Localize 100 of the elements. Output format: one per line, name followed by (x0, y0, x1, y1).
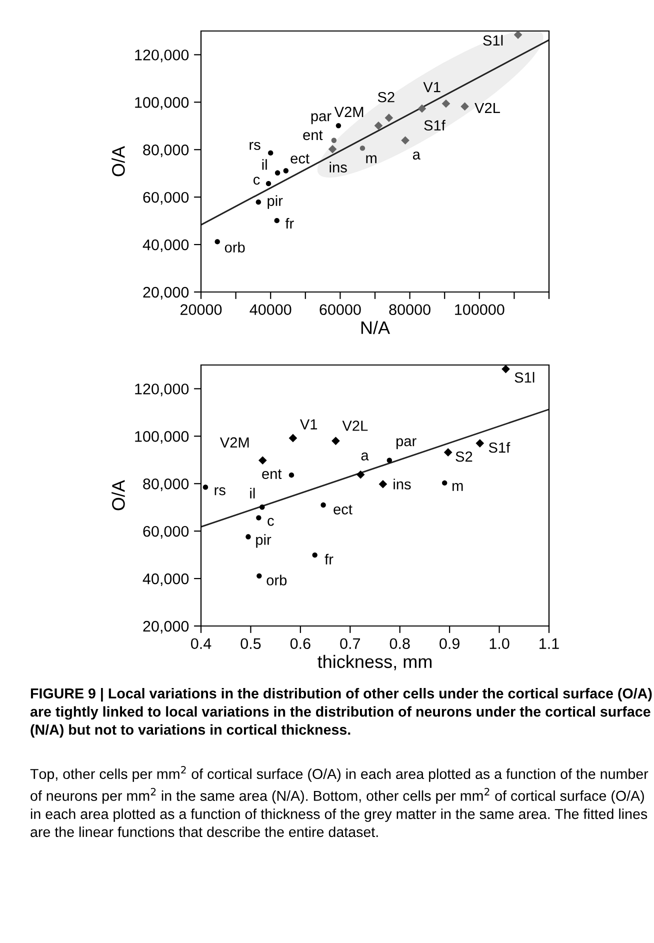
x-tick-label: 0.9 (440, 638, 460, 650)
point (256, 199, 262, 205)
point (514, 31, 522, 39)
x-tick-label: 40000 (250, 304, 292, 316)
y-axis-title: O/A (112, 146, 125, 176)
annotation: ins (394, 478, 411, 490)
point (386, 458, 392, 463)
x-tick-label: 60000 (320, 304, 361, 316)
point (374, 122, 383, 130)
annotation: S2 (378, 92, 394, 102)
x-tick-label: 0.4 (190, 638, 212, 650)
annotation: V1 (300, 419, 318, 430)
y-tick-label: 100,000 (135, 97, 189, 110)
annotation: S1f (488, 442, 510, 453)
point (356, 470, 365, 479)
point (274, 170, 280, 176)
point (258, 456, 267, 465)
point (418, 104, 426, 113)
point (288, 434, 298, 442)
annotation: il (262, 159, 267, 170)
x-tick-label: 0.6 (290, 638, 310, 650)
point (274, 218, 280, 224)
point (336, 123, 342, 128)
annotation: orb (224, 242, 245, 253)
annotation: il (250, 488, 255, 498)
x-tick-label: 100000 (455, 304, 504, 316)
annotation: ins (330, 162, 347, 173)
point (202, 484, 208, 490)
point (502, 365, 510, 374)
annotation: rs (214, 487, 226, 496)
y-tick-label: 40,000 (142, 573, 189, 586)
point (401, 136, 410, 145)
x-tick-label: 0.5 (240, 638, 261, 650)
point (360, 146, 366, 151)
point (266, 180, 272, 186)
y-tick-label: 20,000 (143, 286, 189, 300)
annotation: c (268, 518, 274, 526)
x-tick-label: 1.1 (540, 638, 559, 649)
annotation: ent (303, 130, 323, 140)
annotation: V2M (220, 437, 249, 448)
annotation: m (452, 483, 463, 491)
point (246, 534, 251, 540)
annotation: V1 (423, 82, 440, 92)
y-axis-title: O/A (112, 480, 125, 510)
annotation: fr (285, 218, 294, 229)
annotation: pir (268, 195, 283, 209)
y-tick-label: 60,000 (143, 192, 189, 205)
annotation: par (396, 438, 416, 450)
x-tick-label: 80000 (389, 304, 430, 316)
point (378, 480, 388, 488)
x-tick-label: 0.8 (390, 638, 410, 650)
point (256, 515, 262, 520)
x-axis-title: N/A (361, 320, 390, 334)
annotation: S1l (483, 34, 503, 46)
y-tick-label: 120,000 (135, 384, 189, 396)
point (442, 480, 448, 486)
point (331, 138, 337, 143)
annotation: a (412, 152, 420, 160)
x-tick-label: 0.7 (340, 638, 360, 650)
y-tick-label: 60,000 (143, 526, 189, 539)
y-tick-label: 120,000 (135, 50, 189, 62)
point (476, 439, 484, 448)
point (384, 114, 394, 122)
point (260, 504, 265, 510)
annotation: m (366, 155, 376, 164)
y-tick-label: 20,000 (143, 620, 189, 634)
caption: FIGURE 9 | Local variations in the distribution of other cells under the cortical surface (O/A) are tightly linked to local variations in the distribution of neurons under the cortical surface (N/A) but not to variations in cortical thickness. (30, 688, 652, 738)
annotation: ect (334, 504, 352, 514)
annotation: S2 (456, 451, 472, 462)
point (442, 99, 450, 108)
y-tick-label: 40,000 (142, 239, 189, 252)
annotation: S1l (514, 372, 534, 383)
point (320, 502, 326, 508)
annotation: par (311, 113, 332, 124)
point (312, 552, 318, 558)
y-tick-label: 80,000 (143, 478, 189, 492)
annotation: ect (290, 154, 310, 164)
annotation: V2L (342, 420, 368, 431)
annotation: pir (256, 534, 272, 548)
annotation: fr (324, 554, 334, 564)
annotation: rs (250, 142, 260, 150)
annotation: a (361, 452, 369, 460)
y-tick-label: 100,000 (135, 431, 189, 444)
point (460, 102, 469, 111)
point (256, 573, 262, 579)
annotation: V2M (334, 106, 364, 117)
annotation: V2L (474, 102, 500, 113)
point (283, 168, 289, 174)
point (268, 150, 274, 156)
y-tick-label: 80,000 (143, 144, 189, 158)
point (214, 239, 220, 244)
annotation: c (254, 176, 260, 185)
x-axis-title: thickness, mm (318, 654, 432, 670)
point (444, 448, 452, 456)
x-tick-label: 20000 (180, 304, 222, 316)
point (288, 472, 294, 478)
annotation: orb (266, 574, 287, 586)
annotation: S1f (424, 120, 446, 131)
annotation: ent (262, 469, 282, 480)
text: Top, other cells per mm$^{2}$ of cortical surface (O/A) in each area plotted as a function of the number of neurons per mm$^{2}$ in the same area (N/A). Bottom, other cells per mm$^{2}$ of cortical surface (O/A) in each area plotted as a function of thickness of the grey matter in the same area. The fitted lines are the linear functions that describe the entire dataset. (30, 766, 648, 838)
